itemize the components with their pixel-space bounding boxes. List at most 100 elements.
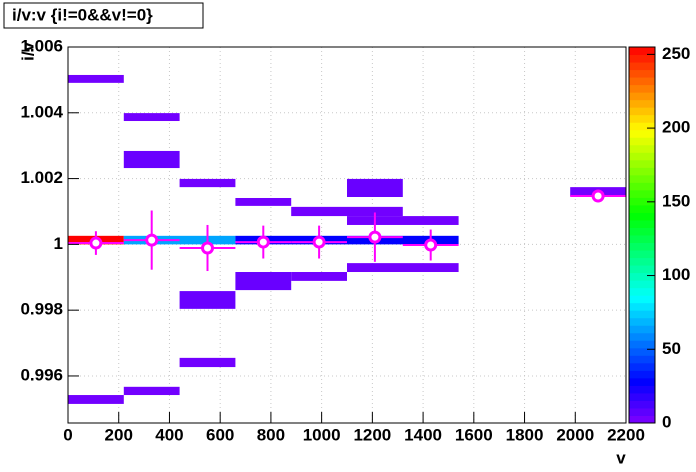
heatmap-cell bbox=[123, 150, 180, 169]
palette-swatch bbox=[629, 54, 655, 63]
palette-swatch bbox=[629, 265, 655, 274]
z-tick-label: 150 bbox=[662, 191, 690, 210]
profile-marker bbox=[256, 235, 270, 249]
x-tick-label: 1400 bbox=[404, 425, 442, 444]
palette-swatch bbox=[629, 370, 655, 379]
palette-swatch bbox=[629, 385, 655, 394]
y-tick-label: 1 bbox=[54, 234, 63, 253]
palette-swatch bbox=[629, 302, 655, 311]
profile-marker bbox=[591, 189, 605, 203]
palette-swatch bbox=[629, 152, 655, 161]
palette-swatch bbox=[629, 114, 655, 123]
palette-swatch bbox=[629, 77, 655, 86]
heatmap-cell bbox=[179, 178, 236, 188]
y-tick-label: 1.004 bbox=[20, 102, 63, 121]
palette-swatch bbox=[629, 174, 655, 183]
y-tick-label: 0.998 bbox=[20, 300, 63, 319]
profile-marker bbox=[201, 241, 214, 255]
chart-title: i/v:v {i!=0&&v!=0} bbox=[12, 5, 153, 24]
x-tick-label: 1600 bbox=[455, 425, 493, 444]
palette-swatch bbox=[629, 212, 655, 221]
palette-swatch bbox=[629, 392, 655, 401]
x-tick-label: 2000 bbox=[556, 425, 594, 444]
palette-swatch bbox=[629, 332, 655, 341]
palette-swatch bbox=[629, 310, 655, 319]
heatmap-cell bbox=[68, 74, 124, 83]
heatmap-cell bbox=[347, 216, 459, 225]
palette-swatch bbox=[629, 287, 655, 296]
palette-swatch bbox=[629, 69, 655, 78]
profile-marker bbox=[145, 233, 159, 247]
x-axis-label: v bbox=[616, 448, 626, 467]
heatmap-cell bbox=[179, 291, 236, 309]
z-tick-label: 250 bbox=[662, 44, 690, 63]
heatmap-cell bbox=[179, 357, 236, 368]
z-tick-label: 0 bbox=[662, 412, 671, 431]
x-tick-label: 0 bbox=[63, 425, 72, 444]
heatmap-cell bbox=[68, 395, 124, 404]
palette-swatch bbox=[629, 295, 655, 304]
z-tick-label: 50 bbox=[662, 339, 681, 358]
x-tick-label: 1800 bbox=[506, 425, 544, 444]
y-tick-label: 1.002 bbox=[20, 168, 63, 187]
palette-swatch bbox=[629, 415, 655, 424]
palette-swatch bbox=[629, 377, 655, 386]
title-box bbox=[3, 2, 204, 29]
palette-swatch bbox=[629, 257, 655, 266]
palette-swatch bbox=[629, 355, 655, 364]
heatmap-cell bbox=[123, 113, 180, 122]
heatmap-cell bbox=[347, 206, 403, 217]
palette-swatch bbox=[629, 122, 655, 131]
palette-swatch bbox=[629, 159, 655, 168]
palette-swatch bbox=[629, 219, 655, 228]
heatmap-cell bbox=[291, 272, 347, 281]
palette-swatch bbox=[629, 197, 655, 206]
palette-swatch bbox=[629, 99, 655, 108]
palette-swatch bbox=[629, 362, 655, 371]
x-tick-label: 200 bbox=[105, 425, 133, 444]
palette-swatch bbox=[629, 250, 655, 259]
x-tick-label: 1000 bbox=[303, 425, 341, 444]
palette-swatch bbox=[629, 325, 655, 334]
palette-swatch bbox=[629, 189, 655, 198]
x-tick-label: 800 bbox=[257, 425, 285, 444]
profile-marker bbox=[89, 236, 103, 250]
profile-marker bbox=[368, 230, 382, 244]
heatmap-cell bbox=[235, 235, 459, 245]
palette-swatch bbox=[629, 340, 655, 349]
palette-swatch bbox=[629, 407, 655, 416]
palette-swatch bbox=[629, 242, 655, 251]
palette-swatch bbox=[629, 144, 655, 153]
profile-marker bbox=[312, 235, 326, 249]
palette-swatch bbox=[629, 280, 655, 289]
palette-swatch bbox=[629, 47, 655, 56]
palette-swatch bbox=[629, 400, 655, 409]
palette-swatch bbox=[629, 204, 655, 213]
palette-swatch bbox=[629, 92, 655, 101]
plot-frame bbox=[67, 46, 627, 424]
heatmap-cell bbox=[235, 197, 292, 206]
heatmap-cell bbox=[123, 386, 180, 396]
heatmap-cell bbox=[235, 272, 292, 291]
x-tick-label: 400 bbox=[155, 425, 183, 444]
heatmap-cell bbox=[347, 178, 403, 198]
palette-swatch bbox=[629, 227, 655, 236]
palette-swatch bbox=[629, 272, 655, 281]
z-tick-label: 200 bbox=[662, 118, 690, 137]
y-tick-label: 0.996 bbox=[20, 365, 63, 384]
palette-swatch bbox=[629, 347, 655, 356]
palette-swatch bbox=[629, 317, 655, 326]
palette-swatch bbox=[629, 107, 655, 116]
y-axis-label: i/v bbox=[18, 41, 37, 60]
y-tick-label: 1.006 bbox=[20, 36, 63, 55]
x-tick-label: 2200 bbox=[607, 425, 645, 444]
palette-swatch bbox=[629, 182, 655, 191]
palette-swatch bbox=[629, 167, 655, 176]
palette-swatch bbox=[629, 235, 655, 244]
x-tick-label: 600 bbox=[206, 425, 234, 444]
palette-swatch bbox=[629, 62, 655, 71]
z-tick-label: 100 bbox=[662, 265, 690, 284]
x-tick-label: 1200 bbox=[353, 425, 391, 444]
